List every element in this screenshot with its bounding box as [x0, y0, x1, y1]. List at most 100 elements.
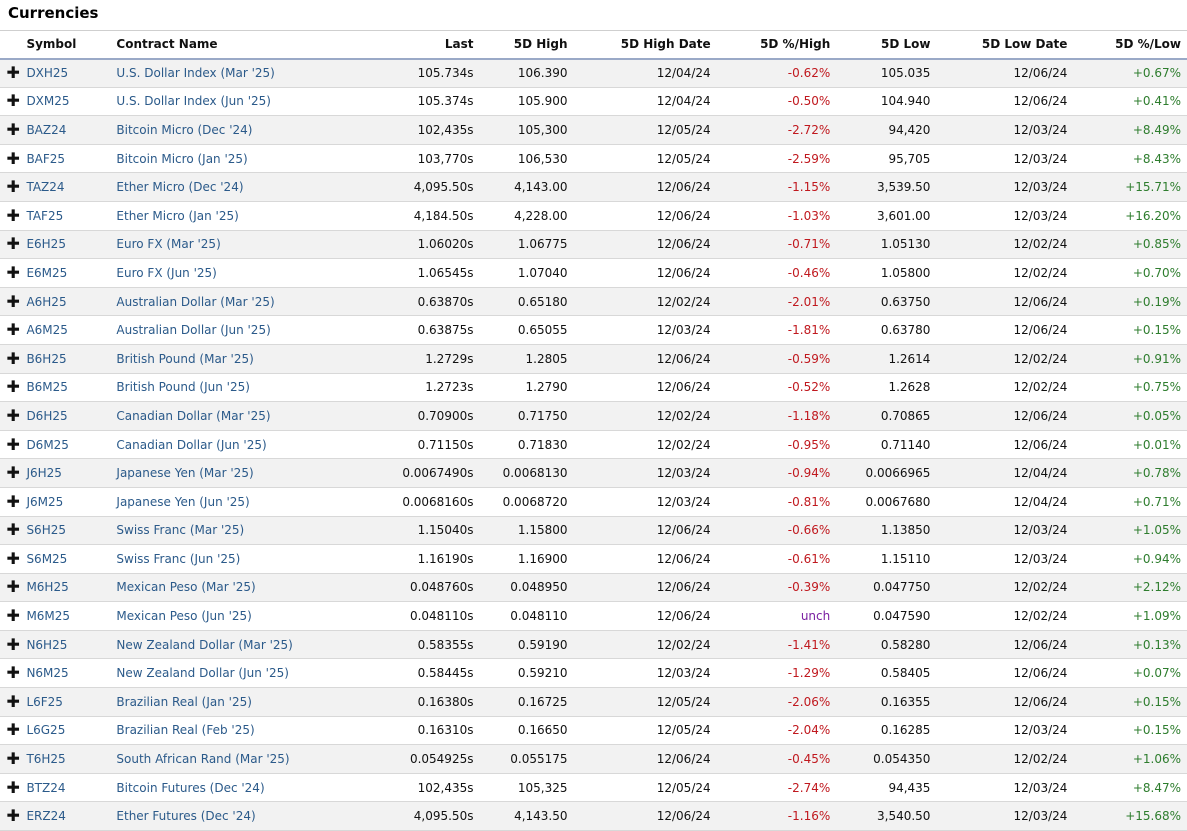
plus-icon[interactable]: ✚: [6, 348, 20, 368]
plus-icon[interactable]: ✚: [6, 634, 20, 654]
contract-name-link[interactable]: Ether Micro (Dec '24): [116, 180, 244, 195]
contract-name-link[interactable]: Swiss Franc (Jun '25): [116, 551, 241, 566]
table-row[interactable]: ✚ DXH25 U.S. Dollar Index (Mar '25) 105.734…: [0, 58, 1187, 88]
symbol-link[interactable]: E6H25: [26, 237, 66, 252]
contract-name-link[interactable]: British Pound (Mar '25): [116, 351, 254, 366]
column-header-5d-high-date[interactable]: 5D High Date: [620, 37, 711, 52]
symbol-link[interactable]: E6M25: [26, 265, 68, 280]
column-header-5d-pct-high[interactable]: 5D %/High: [760, 37, 831, 52]
expand-row-button[interactable]: ✚: [0, 316, 20, 345]
plus-icon[interactable]: ✚: [6, 320, 20, 340]
expand-row-button[interactable]: ✚: [0, 59, 20, 88]
column-header-contract-name[interactable]: Contract Name: [116, 37, 218, 52]
table-row[interactable]: ✚ A6M25 Australian Dollar (Jun '25) 0.63875…: [0, 315, 1187, 345]
contract-name-link[interactable]: Ether Futures (Dec '24): [116, 809, 256, 824]
symbol-link[interactable]: J6H25: [26, 466, 62, 481]
symbol-link[interactable]: TAF25: [26, 208, 64, 223]
contract-name-link[interactable]: Japanese Yen (Mar '25): [116, 466, 254, 481]
table-row[interactable]: ✚ L6F25 Brazilian Real (Jan '25) 0.16380s 0.…: [0, 687, 1187, 717]
contract-name-link[interactable]: Australian Dollar (Jun '25): [116, 323, 271, 338]
expand-row-button[interactable]: ✚: [0, 173, 20, 202]
expand-row-button[interactable]: ✚: [0, 259, 20, 288]
plus-icon[interactable]: ✚: [6, 491, 20, 511]
symbol-link[interactable]: A6M25: [26, 323, 68, 338]
symbol-link[interactable]: J6M25: [26, 494, 64, 509]
table-row[interactable]: ✚ M6H25 Mexican Peso (Mar '25) 0.048760s 0.0…: [0, 573, 1187, 602]
plus-icon[interactable]: ✚: [6, 520, 20, 540]
contract-name-link[interactable]: Euro FX (Jun '25): [116, 265, 217, 280]
expand-row-button[interactable]: ✚: [0, 459, 20, 488]
plus-icon[interactable]: ✚: [6, 606, 20, 626]
plus-icon[interactable]: ✚: [6, 205, 20, 225]
plus-icon[interactable]: ✚: [6, 177, 20, 197]
table-row[interactable]: ✚ B6M25 British Pound (Jun '25) 1.2723s 1.27…: [0, 373, 1187, 402]
column-header-5d-pct-low[interactable]: 5D %/Low: [1115, 37, 1181, 52]
symbol-link[interactable]: DXM25: [26, 94, 70, 109]
expand-row-button[interactable]: ✚: [0, 144, 20, 173]
table-row[interactable]: ✚ N6H25 New Zealand Dollar (Mar '25) 0.5835…: [0, 630, 1187, 659]
contract-name-link[interactable]: New Zealand Dollar (Jun '25): [116, 666, 289, 681]
plus-icon[interactable]: ✚: [6, 63, 20, 83]
symbol-link[interactable]: TAZ24: [26, 180, 65, 195]
contract-name-link[interactable]: Canadian Dollar (Mar '25): [116, 408, 271, 423]
symbol-link[interactable]: B6M25: [26, 380, 68, 395]
symbol-link[interactable]: N6M25: [26, 666, 69, 681]
symbol-link[interactable]: D6M25: [26, 437, 69, 452]
expand-row-button[interactable]: ✚: [0, 430, 20, 459]
contract-name-link[interactable]: Canadian Dollar (Jun '25): [116, 437, 267, 452]
contract-name-link[interactable]: Bitcoin Futures (Dec '24): [116, 780, 265, 795]
symbol-link[interactable]: DXH25: [26, 66, 69, 81]
table-row[interactable]: ✚ BTZ24 Bitcoin Futures (Dec '24) 102,435s 1…: [0, 773, 1187, 802]
plus-icon[interactable]: ✚: [6, 806, 20, 826]
table-row[interactable]: ✚ T6H25 South African Rand (Mar '25) 0.0549…: [0, 744, 1187, 774]
expand-row-button[interactable]: ✚: [0, 545, 20, 574]
contract-name-link[interactable]: Bitcoin Micro (Dec '24): [116, 122, 253, 137]
symbol-link[interactable]: M6H25: [26, 580, 69, 595]
contract-name-link[interactable]: Bitcoin Micro (Jan '25): [116, 151, 248, 166]
expand-row-button[interactable]: ✚: [0, 487, 20, 516]
table-row[interactable]: ✚ D6H25 Canadian Dollar (Mar '25) 0.70900s 0…: [0, 401, 1187, 431]
table-row[interactable]: ✚ A6H25 Australian Dollar (Mar '25) 0.63870…: [0, 287, 1187, 316]
contract-name-link[interactable]: British Pound (Jun '25): [116, 380, 250, 395]
expand-row-button[interactable]: ✚: [0, 773, 20, 802]
symbol-link[interactable]: S6M25: [26, 551, 68, 566]
expand-row-button[interactable]: ✚: [0, 516, 20, 545]
symbol-link[interactable]: N6H25: [26, 637, 68, 652]
expand-row-button[interactable]: ✚: [0, 573, 20, 602]
plus-icon[interactable]: ✚: [6, 691, 20, 711]
plus-icon[interactable]: ✚: [6, 434, 20, 454]
expand-row-button[interactable]: ✚: [0, 373, 20, 402]
contract-name-link[interactable]: Brazilian Real (Feb '25): [116, 723, 255, 738]
plus-icon[interactable]: ✚: [6, 234, 20, 254]
expand-row-button[interactable]: ✚: [0, 688, 20, 717]
symbol-link[interactable]: S6H25: [26, 523, 66, 538]
symbol-link[interactable]: BTZ24: [26, 780, 66, 795]
expand-row-button[interactable]: ✚: [0, 802, 20, 831]
table-row[interactable]: ✚ E6M25 Euro FX (Jun '25) 1.06545s 1.07040 12…: [0, 258, 1187, 288]
expand-row-button[interactable]: ✚: [0, 630, 20, 659]
expand-row-button[interactable]: ✚: [0, 716, 20, 745]
table-row[interactable]: ✚ BAZ24 Bitcoin Micro (Dec '24) 102,435s 105…: [0, 115, 1187, 145]
expand-row-button[interactable]: ✚: [0, 344, 20, 373]
expand-row-button[interactable]: ✚: [0, 287, 20, 316]
contract-name-link[interactable]: Mexican Peso (Jun '25): [116, 609, 252, 624]
plus-icon[interactable]: ✚: [6, 377, 20, 397]
symbol-link[interactable]: B6H25: [26, 351, 67, 366]
table-row[interactable]: ✚ D6M25 Canadian Dollar (Jun '25) 0.71150s 0…: [0, 430, 1187, 459]
plus-icon[interactable]: ✚: [6, 749, 20, 769]
plus-icon[interactable]: ✚: [6, 577, 20, 597]
plus-icon[interactable]: ✚: [6, 119, 20, 139]
contract-name-link[interactable]: South African Rand (Mar '25): [116, 752, 290, 767]
plus-icon[interactable]: ✚: [6, 262, 20, 282]
table-row[interactable]: ✚ TAF25 Ether Micro (Jan '25) 4,184.50s 4,22…: [0, 201, 1187, 231]
expand-row-button[interactable]: ✚: [0, 402, 20, 431]
table-row[interactable]: ✚ M6M25 Mexican Peso (Jun '25) 0.048110s 0.0…: [0, 601, 1187, 631]
table-row[interactable]: ✚ TAZ24 Ether Micro (Dec '24) 4,095.50s 4,14…: [0, 172, 1187, 202]
contract-name-link[interactable]: Euro FX (Mar '25): [116, 237, 221, 252]
contract-name-link[interactable]: U.S. Dollar Index (Mar '25): [116, 66, 275, 81]
table-row[interactable]: ✚ L6G25 Brazilian Real (Feb '25) 0.16310s 0.…: [0, 716, 1187, 745]
symbol-link[interactable]: ERZ24: [26, 809, 66, 824]
expand-row-button[interactable]: ✚: [0, 116, 20, 145]
contract-name-link[interactable]: Australian Dollar (Mar '25): [116, 294, 275, 309]
column-header-5d-low-date[interactable]: 5D Low Date: [981, 37, 1068, 52]
